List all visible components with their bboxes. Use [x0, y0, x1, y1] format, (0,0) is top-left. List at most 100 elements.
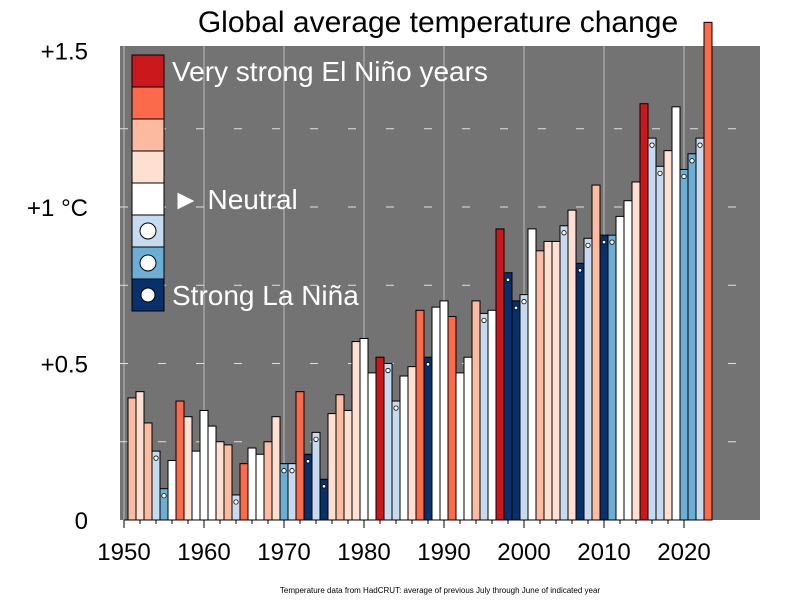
bar — [639, 103, 649, 521]
bar — [463, 356, 473, 521]
la-nina-marker — [577, 268, 583, 273]
bar — [439, 300, 449, 521]
bar — [695, 137, 705, 521]
bar — [151, 450, 161, 521]
x-tick-label: 1950 — [97, 539, 150, 566]
bar — [567, 209, 577, 521]
bar — [655, 165, 665, 521]
la-nina-marker — [385, 367, 391, 374]
la-nina-marker — [481, 317, 487, 324]
bar — [431, 306, 441, 521]
bar — [255, 453, 265, 521]
legend-label: Very strong El Niño years — [172, 56, 488, 87]
bar — [135, 391, 145, 521]
legend: Very strong El Niño years ► Neutral Strong… — [131, 54, 488, 312]
legend-swatch — [131, 118, 165, 152]
la-nina-marker — [609, 239, 615, 245]
bar — [543, 240, 553, 521]
la-nina-marker — [313, 436, 319, 442]
bar — [415, 309, 425, 521]
chart-footnote: Temperature data from HadCRUT: average o… — [280, 586, 601, 595]
la-nina-marker — [681, 173, 687, 180]
la-nina-marker — [321, 484, 327, 489]
bar — [535, 250, 545, 521]
bar — [527, 228, 537, 521]
axes: 0 +0.5 +1 °C +1.5 1950 1960 1970 1980 1990 2000 20… — [27, 39, 711, 567]
bar — [447, 316, 457, 521]
bar — [455, 372, 465, 521]
bar — [511, 300, 521, 521]
legend-swatch — [131, 86, 165, 120]
bar — [359, 337, 369, 521]
bar — [687, 153, 697, 521]
x-tick-label: 2000 — [497, 539, 550, 566]
bar — [303, 453, 313, 521]
bar — [671, 106, 681, 521]
bar — [423, 356, 433, 521]
bar — [615, 215, 625, 521]
la-nina-marker — [601, 239, 607, 245]
bar — [399, 375, 409, 521]
bar — [519, 294, 529, 521]
bar — [471, 300, 481, 521]
x-tick-label: 2020 — [657, 539, 710, 566]
bar — [559, 225, 569, 521]
bar — [607, 234, 617, 521]
bar — [663, 150, 673, 521]
bar — [327, 413, 337, 521]
bar — [407, 366, 417, 521]
chart-title: Global average temperature change — [198, 6, 678, 39]
la-nina-marker — [505, 277, 511, 282]
bar — [183, 416, 193, 521]
bar — [295, 391, 305, 521]
y-tick-label: +1.5 — [41, 39, 88, 66]
bar — [583, 237, 593, 521]
la-nina-marker — [153, 455, 159, 461]
la-nina-marker — [233, 499, 239, 505]
legend-marker — [140, 287, 156, 303]
legend-marker — [139, 222, 157, 240]
la-nina-marker — [393, 405, 399, 411]
x-tick-label: 1960 — [177, 539, 230, 566]
la-nina-marker — [561, 230, 567, 236]
la-nina-marker — [649, 142, 655, 148]
legend-marker — [139, 254, 157, 272]
bar — [599, 234, 609, 521]
bar — [239, 463, 249, 521]
legend-swatch — [131, 182, 165, 216]
bar — [623, 200, 633, 521]
bar — [207, 425, 217, 521]
bar — [479, 312, 489, 521]
bar — [191, 450, 201, 521]
la-nina-marker — [657, 170, 663, 176]
legend-swatch — [131, 150, 165, 184]
la-nina-marker — [697, 142, 703, 148]
bar — [375, 356, 385, 521]
bar — [271, 416, 281, 521]
bar — [591, 184, 601, 521]
bar — [487, 309, 497, 521]
x-tick-label: 1980 — [337, 539, 390, 566]
bar — [247, 447, 257, 521]
bar — [343, 409, 353, 521]
la-nina-marker — [513, 305, 519, 311]
bar — [367, 372, 377, 521]
bar — [647, 137, 657, 521]
bar — [383, 363, 393, 521]
y-tick-label: +0.5 — [41, 352, 88, 379]
bar — [231, 494, 241, 521]
x-tick-label: 1970 — [257, 539, 310, 566]
bar — [391, 400, 401, 521]
bar — [551, 240, 561, 521]
la-nina-marker — [289, 468, 295, 474]
bar — [575, 262, 585, 521]
bar — [631, 181, 641, 521]
bar — [503, 272, 513, 521]
y-tick-label: +1 °C — [27, 195, 88, 222]
bar — [175, 400, 185, 521]
bar — [679, 168, 689, 521]
legend-label: Strong La Niña — [172, 280, 359, 311]
bar — [223, 444, 233, 521]
x-tick-label: 2010 — [577, 539, 630, 566]
la-nina-marker — [425, 362, 431, 367]
